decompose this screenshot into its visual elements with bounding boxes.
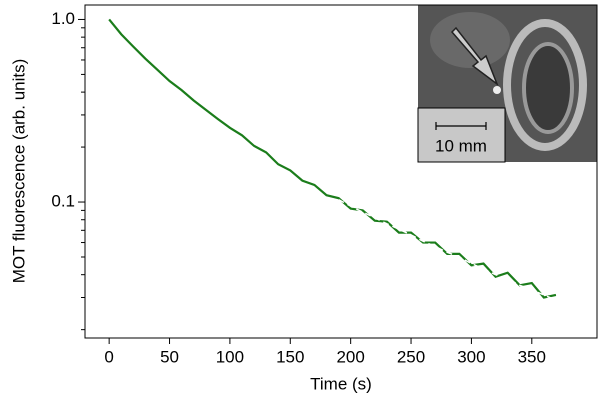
x-tick-label: 0 [104,347,113,366]
inset-mot [493,86,501,94]
data-line [108,18,557,299]
inset-mount [503,19,587,151]
inset-scale-box [417,107,506,163]
x-tick-label: 100 [216,347,244,366]
y-axis-title: MOT fluorescence (arb. units) [9,59,28,284]
y-tick-label: 1.0 [51,9,75,28]
data-line [338,199,557,301]
x-tick-label: 50 [160,347,179,366]
inset-highlight [430,12,510,68]
y-tick-label: 0.1 [51,192,75,211]
inset-arrow [450,26,499,87]
x-tick-label: 200 [336,347,364,366]
plot-frame [84,4,598,339]
x-axis-title: Time (s) [310,374,372,393]
x-tick-label: 350 [518,347,546,366]
x-tick-label: 250 [397,347,425,366]
inset-scale-label: 10 mm [435,136,487,155]
x-tick-label: 150 [276,347,304,366]
inset-mount [522,42,574,134]
x-tick-label: 300 [457,347,485,366]
